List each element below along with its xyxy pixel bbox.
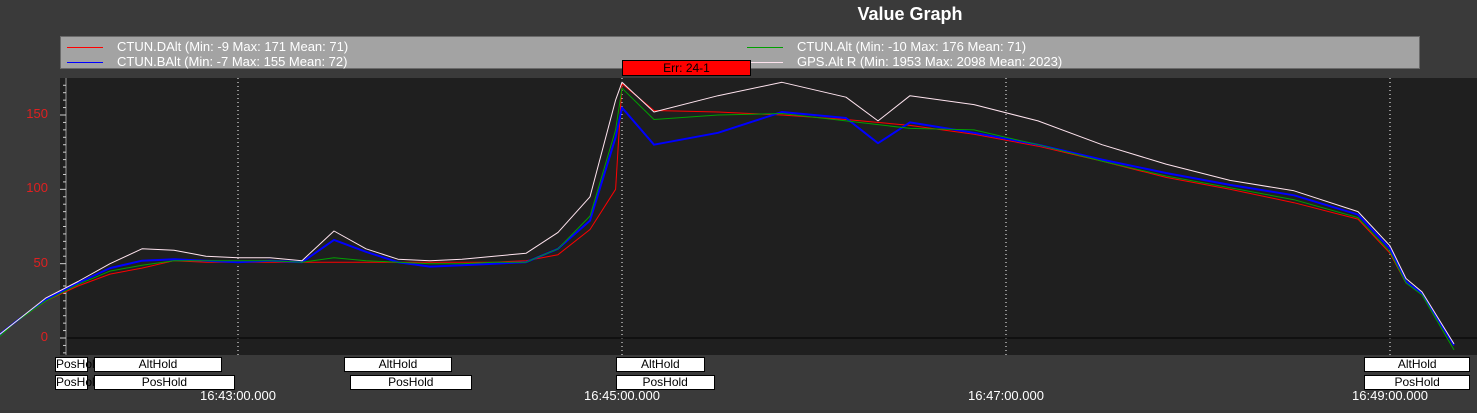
x-tick-label-2: 16:47:00.000 bbox=[968, 388, 1044, 403]
plot-background bbox=[60, 78, 1477, 355]
series-line-3[interactable] bbox=[0, 81, 1455, 348]
legend-label-2: CTUN.Alt (Min: -10 Max: 176 Mean: 71) bbox=[797, 39, 1027, 54]
legend-label-1: CTUN.BAlt (Min: -7 Max: 155 Mean: 72) bbox=[117, 54, 348, 69]
mode-marker-2[interactable]: AltHold bbox=[343, 357, 453, 372]
mode-marker-4[interactable]: AltHold bbox=[1364, 357, 1470, 372]
mode-marker-6[interactable]: PosHold bbox=[94, 375, 235, 390]
legend-label-0: CTUN.DAlt (Min: -9 Max: 171 Mean: 71) bbox=[117, 39, 349, 54]
legend-swatch-2 bbox=[747, 47, 783, 48]
mode-marker-7[interactable]: PosHold bbox=[350, 375, 472, 390]
y-tick-label-2: 100 bbox=[26, 180, 48, 196]
mode-marker-1[interactable]: AltHold bbox=[94, 357, 222, 372]
error-annotation-0[interactable]: Err: 24-1 bbox=[622, 60, 751, 76]
x-tick-label-1: 16:45:00.000 bbox=[584, 388, 660, 403]
y-tick-label-0: 0 bbox=[40, 329, 48, 344]
x-tick-label-3: 16:49:00.000 bbox=[1352, 388, 1428, 403]
x-tick-label-0: 16:43:00.000 bbox=[200, 388, 276, 403]
y-tick-label-3: 150 bbox=[26, 106, 48, 121]
series-line-2[interactable] bbox=[0, 87, 1455, 353]
legend-swatch-1 bbox=[67, 62, 103, 63]
series-line-1[interactable] bbox=[0, 106, 1455, 349]
legend-swatch-3 bbox=[747, 62, 783, 63]
mode-marker-8[interactable]: PosHold bbox=[615, 375, 715, 390]
mode-marker-0[interactable]: PosHold bbox=[55, 357, 102, 372]
legend-swatch-0 bbox=[67, 47, 103, 48]
mode-marker-3[interactable]: AltHold bbox=[615, 357, 706, 372]
mode-marker-9[interactable]: PosHold bbox=[1364, 375, 1470, 390]
mode-marker-5[interactable]: PosHold bbox=[55, 375, 102, 390]
y-tick-label-1: 50 bbox=[33, 254, 48, 270]
legend-label-3: GPS.Alt R (Min: 1953 Max: 2098 Mean: 202… bbox=[797, 54, 1063, 69]
chart-title: Value Graph bbox=[857, 4, 963, 24]
